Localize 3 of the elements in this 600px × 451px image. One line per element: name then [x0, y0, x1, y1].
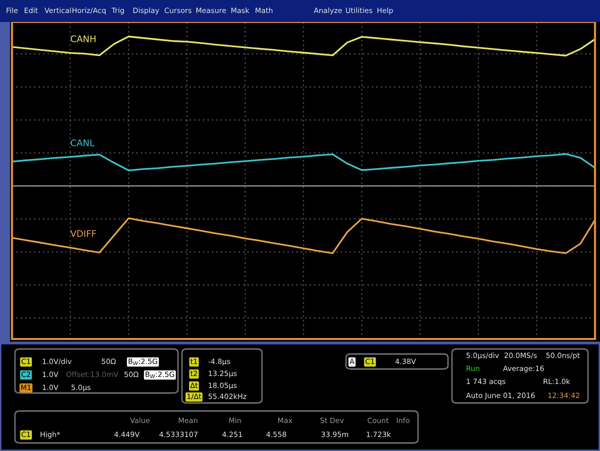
- series-label: CANH: [70, 35, 96, 42]
- series-label: CANL: [70, 139, 95, 146]
- series-label: VDIFF: [70, 230, 96, 237]
